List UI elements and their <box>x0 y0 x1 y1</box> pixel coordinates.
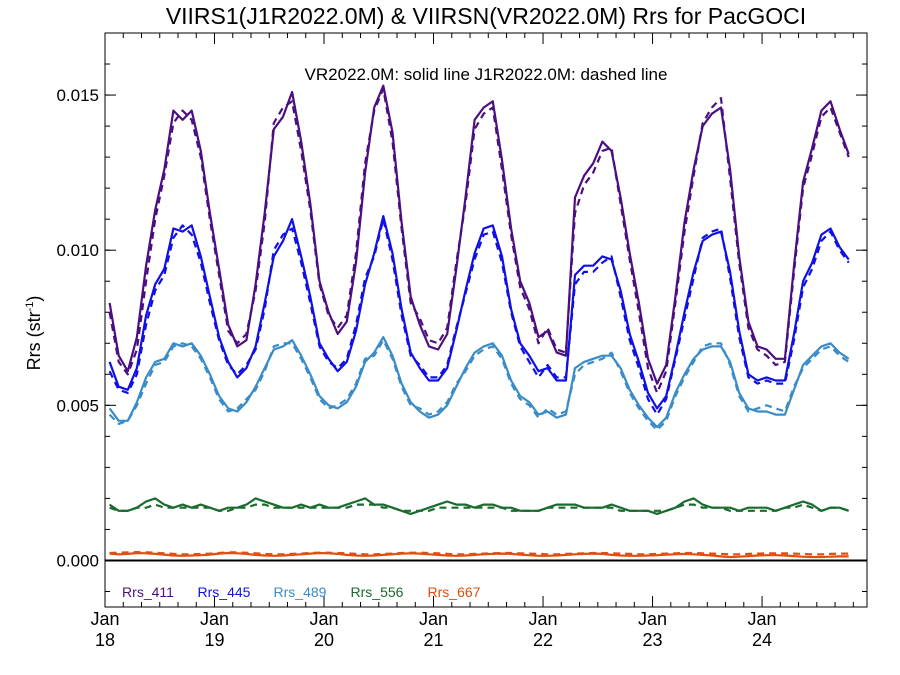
y-tick-label: 0.000 <box>56 551 99 570</box>
legend-label-rrs-667: Rrs_667 <box>428 584 481 600</box>
legend-label-rrs-489: Rrs_489 <box>274 584 327 600</box>
x-tick-label-month: Jan <box>200 609 229 629</box>
line-style-annotation: VR2022.0M: solid line J1R2022.0M: dashed… <box>305 65 668 84</box>
plot-frame <box>104 32 868 608</box>
x-tick-label-year: 19 <box>204 630 224 650</box>
legend-label-rrs-411: Rrs_411 <box>122 584 174 600</box>
x-tick-label-month: Jan <box>310 609 339 629</box>
y-tick-label: 0.015 <box>56 86 99 105</box>
series-line-rrs-445-solid <box>108 215 850 410</box>
legend-label-rrs-556: Rrs_556 <box>351 584 404 600</box>
y-axis-label-main: Rrs (str <box>24 311 44 370</box>
series-line-rrs-411-solid <box>108 84 850 385</box>
y-axis-label: Rrs (str-1) <box>24 296 44 371</box>
x-tick-label-month: Jan <box>90 609 119 629</box>
x-tick-label-month: Jan <box>748 609 777 629</box>
x-tick-label-year: 22 <box>533 630 553 650</box>
y-axis-label-close: ) <box>24 296 44 302</box>
y-tick-label: 0.010 <box>56 241 99 260</box>
x-tick-label-year: 20 <box>314 630 334 650</box>
x-tick-label-month: Jan <box>419 609 448 629</box>
chart-title: VIIRS1(J1R2022.0M) & VIIRSN(VR2022.0M) R… <box>166 3 806 29</box>
plot-area: 0.0000.0050.0100.015Jan18Jan19Jan20Jan21… <box>56 32 868 650</box>
legend-label-rrs-445: Rrs_445 <box>198 584 251 600</box>
y-axis-label-sup: -1 <box>24 302 36 312</box>
x-tick-label-year: 18 <box>95 630 115 650</box>
x-tick-label-month: Jan <box>529 609 558 629</box>
x-tick-label-year: 23 <box>643 630 663 650</box>
series-line-rrs-489-solid <box>108 336 850 429</box>
x-tick-label-month: Jan <box>638 609 667 629</box>
x-tick-label-year: 24 <box>752 630 772 650</box>
x-tick-label-year: 21 <box>424 630 444 650</box>
series-line-rrs-556-dashed <box>109 503 850 512</box>
y-tick-label: 0.005 <box>56 396 99 415</box>
series-line-rrs-667-solid <box>109 551 849 559</box>
series-line-rrs-556-solid <box>108 497 850 516</box>
